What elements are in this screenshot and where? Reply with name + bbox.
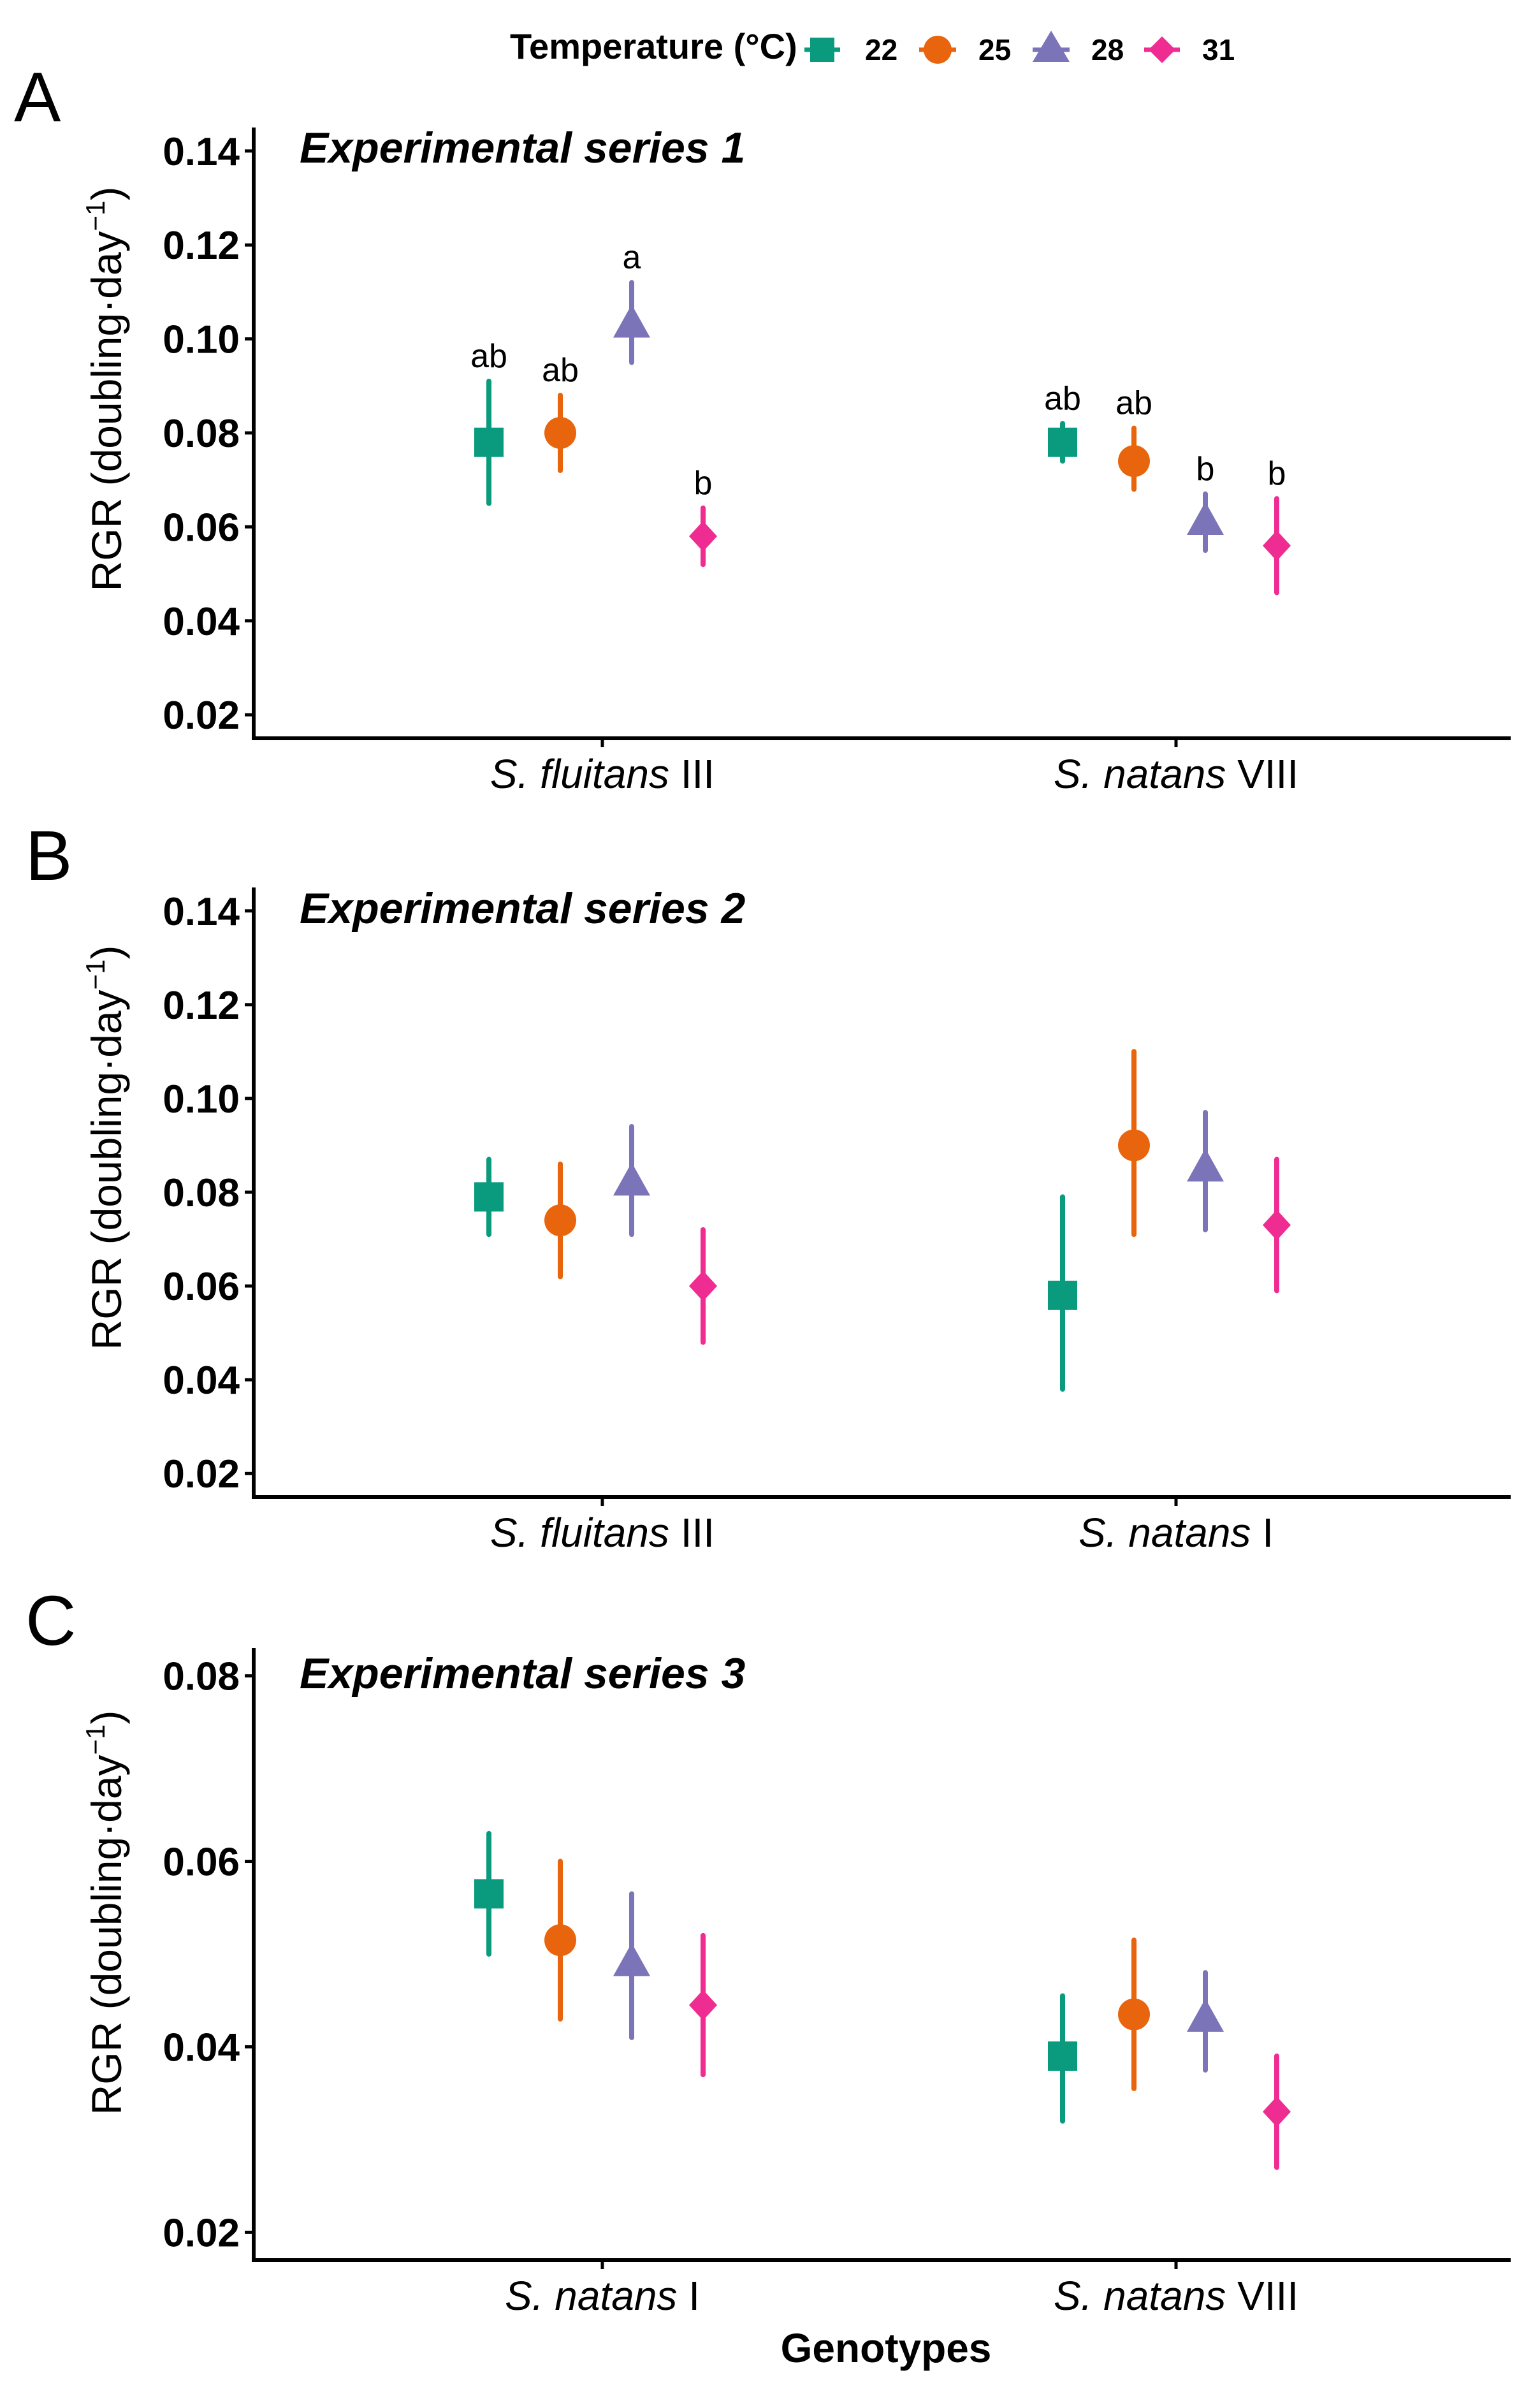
data-point-22 — [1048, 2041, 1077, 2071]
y-tick-label: 0.06 — [163, 506, 240, 550]
y-tick-label: 0.04 — [163, 600, 240, 644]
svg-text:RGR (doubling·day−1): RGR (doubling·day−1) — [80, 1711, 130, 2115]
data-point-25 — [1118, 445, 1150, 478]
data-point-22 — [474, 1182, 504, 1212]
legend-label-28: 28 — [1091, 33, 1124, 66]
panel-a: A Experimental series 1 RGR (doubling·da… — [14, 58, 1511, 797]
x-tick-label: S. natans VIII — [1054, 751, 1298, 797]
square-icon — [810, 38, 834, 62]
y-tick-label: 0.06 — [163, 1265, 240, 1309]
y-tick-label: 0.14 — [163, 130, 240, 174]
y-tick-label: 0.04 — [163, 2025, 240, 2069]
y-axis-label-sup: −1 — [80, 201, 110, 231]
legend-label-25: 25 — [978, 33, 1011, 66]
data-point-25 — [1118, 1129, 1150, 1162]
data-point-22 — [474, 1879, 504, 1909]
y-axis-label-text: RGR (doubling·day — [83, 989, 130, 1350]
y-tick-label: 0.04 — [163, 1359, 240, 1403]
series-title: Experimental series 1 — [300, 124, 745, 172]
y-tick-label: 0.12 — [163, 224, 240, 268]
significance-label: ab — [542, 352, 579, 389]
y-tick-label: 0.08 — [163, 1171, 240, 1215]
series-title: Experimental series 2 — [300, 884, 745, 933]
data-point-25 — [544, 1924, 576, 1957]
legend-label-31: 31 — [1202, 33, 1235, 66]
data-point-28 — [613, 1943, 650, 1976]
y-tick-label: 0.02 — [163, 694, 240, 738]
y-tick-label: 0.08 — [163, 412, 240, 456]
y-tick-label: 0.14 — [163, 890, 240, 934]
panel-b: B Experimental series 2 RGR (doubling·da… — [25, 817, 1511, 1556]
data-point-22 — [1048, 1280, 1077, 1310]
series-title: Experimental series 3 — [300, 1649, 745, 1698]
panel-c: C Experimental series 3 RGR (doubling·da… — [25, 1582, 1511, 2319]
legend-label-22: 22 — [865, 33, 897, 66]
significance-label: a — [623, 239, 641, 276]
data-point-28 — [613, 304, 650, 338]
data-point-31 — [1263, 1209, 1291, 1241]
y-tick-label: 0.08 — [163, 1655, 240, 1699]
svg-text:RGR (doubling·day−1): RGR (doubling·day−1) — [80, 187, 130, 592]
panel-letter: B — [25, 817, 72, 895]
data-point-31 — [689, 1990, 717, 2020]
legend-item-31: 31 — [1144, 33, 1235, 66]
data-point-22 — [1048, 427, 1077, 457]
legend-item-28: 28 — [1033, 31, 1124, 66]
legend-item-22: 22 — [804, 33, 897, 66]
y-tick-label: 0.10 — [163, 1077, 240, 1121]
y-axis-label-text: RGR (doubling·day — [83, 231, 130, 591]
data-point-25 — [1118, 1998, 1150, 2031]
y-axis-label-sup: −1 — [80, 1725, 110, 1755]
y-axis-title: RGR (doubling·day−1) — [80, 945, 130, 1350]
data-point-28 — [1187, 1148, 1224, 1182]
y-axis-label-close: ) — [83, 187, 130, 201]
y-axis-label-close: ) — [83, 945, 130, 960]
triangle-icon — [1033, 31, 1070, 62]
data-point-31 — [689, 1271, 717, 1302]
diamond-icon — [1149, 36, 1175, 63]
x-axis-title: Genotypes — [781, 2325, 992, 2371]
significance-label: ab — [1115, 385, 1152, 422]
svg-text:RGR (doubling·day−1): RGR (doubling·day−1) — [80, 945, 130, 1350]
data-point-25 — [544, 417, 576, 449]
y-tick-label: 0.06 — [163, 1841, 240, 1885]
data-point-28 — [1187, 1998, 1224, 2032]
x-tick-label: S. fluitans III — [490, 1510, 715, 1556]
x-tick-label: S. fluitans III — [490, 751, 715, 797]
y-axis-title: RGR (doubling·day−1) — [80, 187, 130, 592]
y-tick-label: 0.10 — [163, 318, 240, 362]
significance-label: b — [1268, 455, 1286, 492]
significance-label: b — [1196, 451, 1215, 488]
y-tick-label: 0.02 — [163, 2211, 240, 2255]
y-axis-label-close: ) — [83, 1711, 130, 1725]
x-tick-label: S. natans VIII — [1054, 2273, 1298, 2319]
legend: Temperature (°C) 22 25 28 31 — [510, 26, 1235, 66]
significance-label: b — [694, 465, 713, 502]
circle-icon — [924, 36, 952, 64]
panel-letter: C — [25, 1582, 76, 1660]
data-point-31 — [689, 521, 717, 552]
y-axis-title: RGR (doubling·day−1) — [80, 1711, 130, 2115]
legend-title: Temperature (°C) — [510, 26, 797, 66]
data-point-28 — [613, 1162, 650, 1196]
x-tick-label: S. natans I — [505, 2273, 700, 2319]
significance-label: ab — [1044, 380, 1081, 417]
panel-letter: A — [14, 58, 61, 136]
legend-item-25: 25 — [919, 33, 1011, 66]
data-point-31 — [1263, 2096, 1291, 2128]
y-axis-label-text: RGR (doubling·day — [83, 1755, 130, 2115]
significance-label: ab — [470, 338, 507, 375]
data-point-31 — [1263, 530, 1291, 561]
data-point-28 — [1187, 502, 1224, 536]
y-axis-label-sup: −1 — [80, 960, 110, 990]
data-point-25 — [544, 1204, 576, 1237]
y-tick-label: 0.12 — [163, 984, 240, 1028]
x-tick-label: S. natans I — [1079, 1510, 1274, 1556]
data-point-22 — [474, 427, 504, 457]
y-tick-label: 0.02 — [163, 1452, 240, 1496]
